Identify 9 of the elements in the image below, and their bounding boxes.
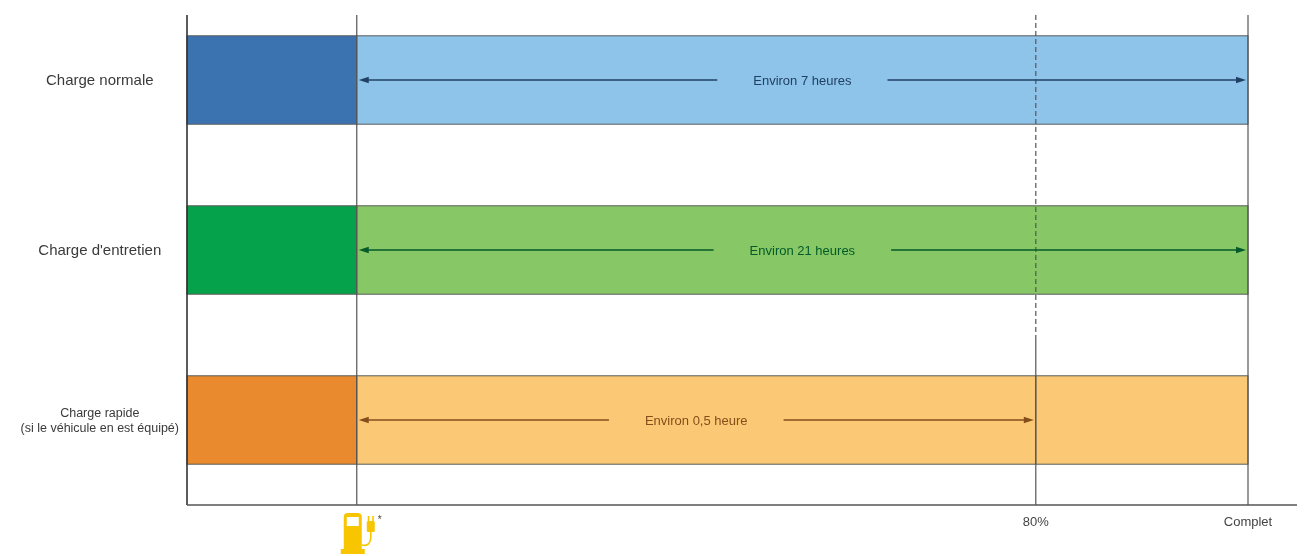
y-tick-label: Charge normale	[46, 71, 154, 89]
annotation: Environ 21 heures	[749, 242, 856, 258]
annotation: Environ 7 heures	[753, 72, 853, 88]
ref-line-label: Complet	[1223, 514, 1273, 529]
ref-line-label: 80%	[1022, 514, 1050, 529]
y-tick-label: Charge rapide (si le véhicule en est équipé)	[20, 405, 180, 435]
annotation: Environ 0,5 heure	[644, 412, 748, 428]
y-tick-label: Charge d'entretien	[38, 241, 162, 259]
text: *	[377, 514, 382, 525]
